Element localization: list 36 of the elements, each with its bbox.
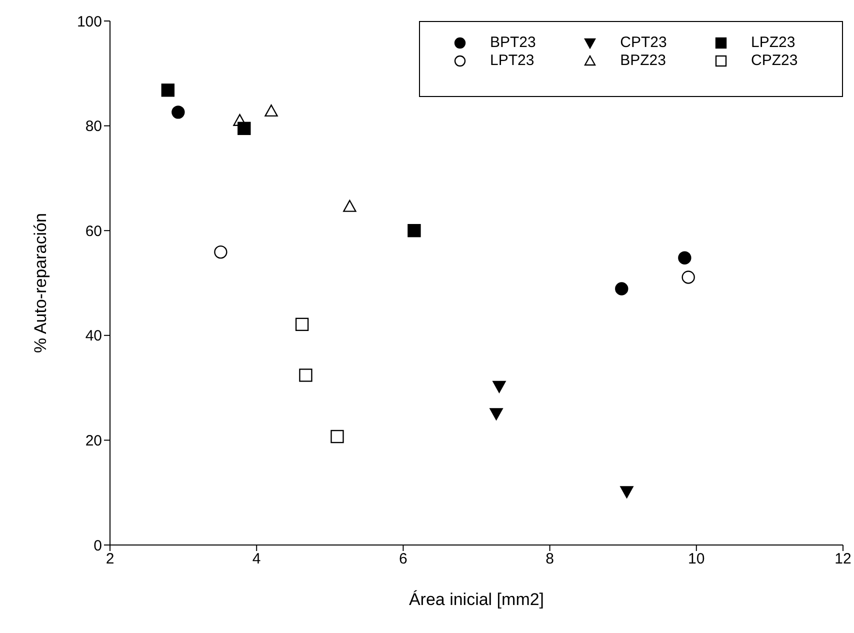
point: [682, 270, 695, 284]
point: [343, 200, 356, 212]
point: [214, 245, 228, 259]
legend-label: BPT23: [490, 34, 536, 52]
point: [295, 318, 309, 331]
y-tick-label: 0: [94, 537, 102, 554]
point: [299, 368, 312, 382]
point: [330, 430, 344, 444]
y-tick-label: 100: [76, 13, 102, 30]
point: [678, 251, 692, 264]
point: [620, 486, 634, 498]
x-tick-label: 8: [546, 550, 554, 568]
point: [615, 282, 628, 296]
legend-label: LPT23: [490, 52, 534, 70]
x-tick-label: 4: [252, 550, 261, 568]
legend-label: BPZ23: [620, 52, 666, 70]
y-axis-title: % Auto-reparación: [31, 213, 50, 353]
legend-label: CPT23: [620, 34, 667, 52]
point: [161, 84, 175, 97]
x-tick-label: 2: [106, 550, 114, 568]
point: [264, 104, 278, 117]
legend-label: LPZ23: [751, 34, 796, 52]
y-tick-label: 20: [85, 432, 102, 450]
y-tick-label: 80: [85, 118, 102, 136]
x-axis-title: Área inicial [mm2]: [408, 590, 544, 609]
point: [490, 408, 503, 420]
point: [172, 106, 185, 119]
point: [238, 122, 251, 136]
y-tick-label: 40: [85, 328, 102, 345]
x-tick-label: 6: [399, 550, 408, 568]
y-tick-label: 60: [85, 222, 102, 240]
point: [408, 224, 421, 238]
x-tick-label: 10: [688, 550, 705, 568]
point: [492, 380, 506, 393]
x-tick-label: 12: [834, 550, 852, 568]
legend-label: CPZ23: [751, 52, 798, 70]
